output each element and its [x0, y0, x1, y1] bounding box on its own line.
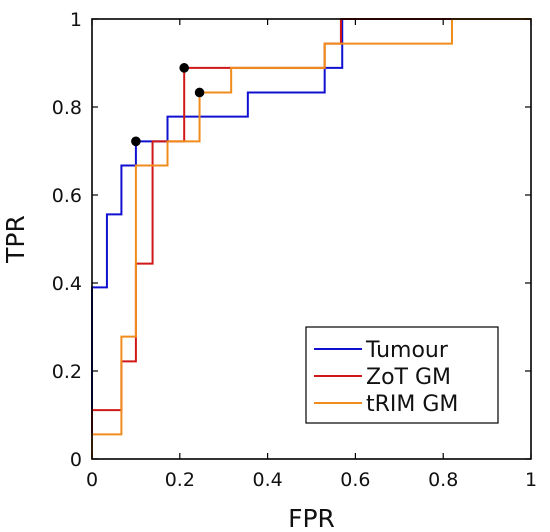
y-tick-label: 1	[70, 9, 82, 31]
operating-point-marker	[131, 136, 141, 147]
x-tick-label: 1	[525, 469, 537, 491]
x-tick-label: 0.2	[165, 469, 195, 491]
y-axis-label: TPR	[1, 215, 30, 264]
x-tick-label: 0.8	[428, 469, 458, 491]
series-line-trim-gm	[91, 18, 531, 459]
y-tick-label: 0.2	[52, 361, 82, 383]
y-tick-label: 0	[70, 449, 82, 471]
x-axis-label: FPR	[288, 504, 335, 532]
plot-frame	[91, 18, 532, 460]
x-tick-label: 0	[86, 469, 98, 491]
operating-point-marker	[194, 87, 205, 98]
tick-layer: 0 0.2 0.4 0.6 0.8 1 0 0.2 0.4 0.6 0.8 1	[52, 9, 537, 491]
y-tick-label: 0.4	[52, 273, 82, 295]
x-tick-label: 0.4	[252, 469, 282, 491]
series-layer	[91, 18, 531, 459]
operating-point-marker	[179, 63, 189, 73]
y-tick-label: 0.6	[52, 185, 82, 207]
legend-label: tRIM GM	[366, 392, 458, 417]
legend-label: ZoT GM	[366, 365, 451, 390]
y-tick-label: 0.8	[52, 97, 82, 119]
marker-layer	[131, 63, 205, 147]
legend-label: Tumour	[365, 338, 449, 363]
x-tick-label: 0.6	[340, 469, 370, 491]
